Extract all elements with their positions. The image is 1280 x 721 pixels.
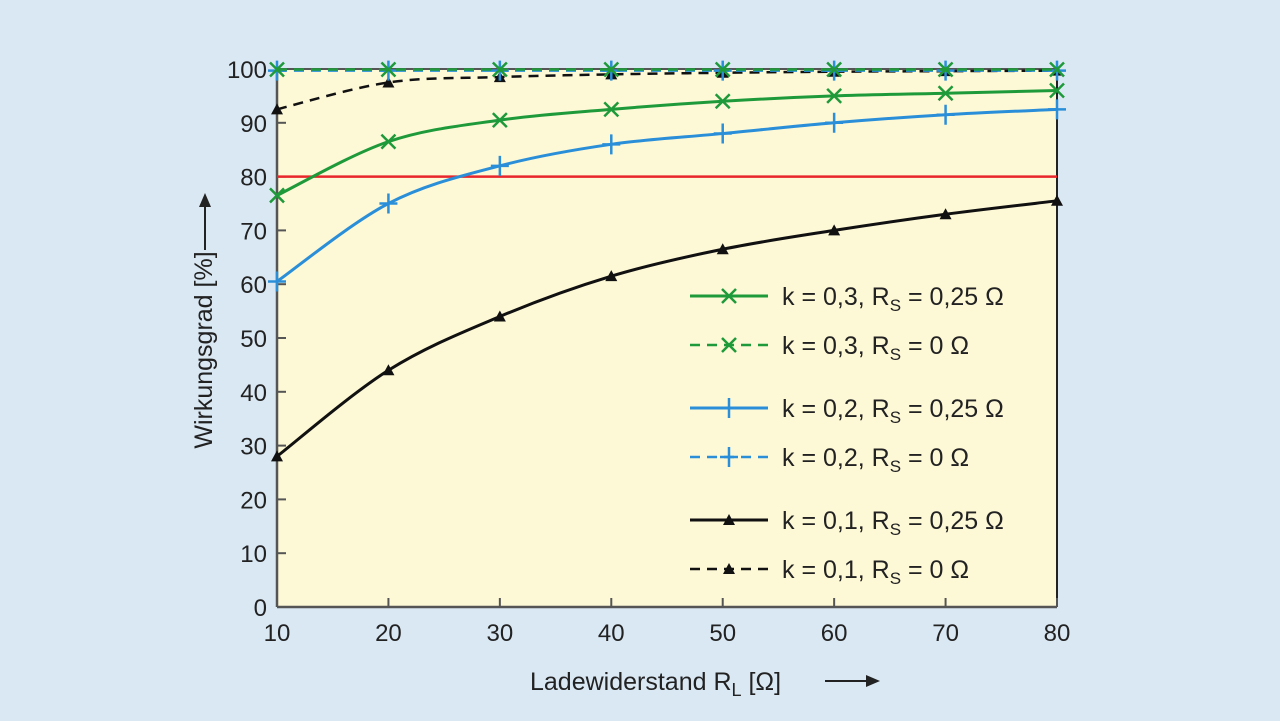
x-tick-label: 70 xyxy=(932,620,959,647)
plus-marker xyxy=(1048,99,1066,120)
x-tick-label: 50 xyxy=(709,620,736,647)
legend-item-5: k = 0,1, RS = 0 Ω xyxy=(690,556,969,588)
series-line xyxy=(276,107,1058,283)
x-marker xyxy=(721,288,737,304)
x-tick-label: 10 xyxy=(264,620,291,647)
legend-label: k = 0,3, RS = 0 Ω xyxy=(782,332,969,364)
x-tick-label: 30 xyxy=(487,620,514,647)
x-marker xyxy=(826,88,843,104)
x-marker xyxy=(714,93,731,110)
y-tick-label: 70 xyxy=(240,218,267,245)
triangle-marker xyxy=(828,224,841,236)
triangle-marker xyxy=(382,364,395,376)
x-marker xyxy=(721,337,737,353)
x-marker xyxy=(937,85,954,102)
x-marker xyxy=(491,61,508,78)
y-axis-label: Wirkungsgrad [%] xyxy=(190,251,218,448)
triangle-marker xyxy=(716,243,729,255)
legend-item-1: k = 0,3, RS = 0 Ω xyxy=(690,332,969,364)
x-tick-label: 80 xyxy=(1044,620,1071,647)
triangle-marker xyxy=(939,208,952,220)
y-tick-label: 10 xyxy=(240,541,267,568)
series-0 xyxy=(269,82,1065,204)
plus-marker xyxy=(936,104,955,125)
x-marker xyxy=(937,61,954,78)
legend-item-0: k = 0,3, RS = 0,25 Ω xyxy=(690,283,1004,315)
x-marker xyxy=(380,133,397,150)
y-tick-label: 60 xyxy=(240,272,267,299)
legend-label: k = 0,1, RS = 0 Ω xyxy=(782,556,969,588)
triangle-marker xyxy=(1051,194,1063,206)
x-tick-label: 20 xyxy=(375,620,402,647)
x-tick-label: 60 xyxy=(821,620,848,647)
triangle-marker xyxy=(493,310,506,322)
legend-item-4: k = 0,1, RS = 0,25 Ω xyxy=(690,507,1004,539)
series-2 xyxy=(268,99,1066,292)
x-marker xyxy=(1049,82,1065,99)
legend-label: k = 0,1, RS = 0,25 Ω xyxy=(782,507,1004,539)
y-tick-label: 20 xyxy=(240,487,267,514)
triangle-marker xyxy=(723,514,735,525)
x-marker xyxy=(1049,61,1065,78)
y-axis-arrowhead xyxy=(199,193,211,207)
x-marker xyxy=(714,61,731,78)
y-tick-label: 40 xyxy=(240,380,267,407)
x-marker xyxy=(826,61,843,78)
legend-label: k = 0,2, RS = 0,25 Ω xyxy=(782,395,1004,427)
y-tick-label: 80 xyxy=(240,165,267,192)
plus-marker xyxy=(379,193,398,214)
series-line xyxy=(276,69,1058,111)
plus-marker xyxy=(720,447,738,467)
plus-marker xyxy=(720,398,738,418)
legend-label: k = 0,3, RS = 0,25 Ω xyxy=(782,283,1004,315)
x-axis-arrowhead xyxy=(866,675,880,687)
y-tick-label: 90 xyxy=(240,111,267,138)
plus-marker xyxy=(713,123,732,144)
legend-item-2: k = 0,2, RS = 0,25 Ω xyxy=(690,395,1004,427)
series-1 xyxy=(269,61,1065,78)
y-tick-label: 50 xyxy=(240,326,267,353)
x-tick-label: 40 xyxy=(598,620,625,647)
x-marker xyxy=(269,187,285,204)
x-marker xyxy=(269,61,285,78)
y-tick-label: 30 xyxy=(240,434,267,461)
x-marker xyxy=(380,61,397,78)
x-marker xyxy=(603,101,620,118)
triangle-marker xyxy=(271,450,283,462)
triangle-marker xyxy=(723,563,735,574)
series-line xyxy=(276,199,1058,458)
plus-marker xyxy=(268,271,286,292)
x-marker xyxy=(491,112,508,128)
plus-marker xyxy=(602,134,621,155)
plus-marker xyxy=(490,155,509,176)
triangle-marker xyxy=(382,76,395,88)
triangle-marker xyxy=(271,103,283,115)
y-tick-label: 0 xyxy=(254,595,267,622)
series-line xyxy=(276,89,1058,197)
legend-item-3: k = 0,2, RS = 0 Ω xyxy=(690,444,969,476)
legend-label: k = 0,2, RS = 0 Ω xyxy=(782,444,969,476)
x-axis-label: Ladewiderstand RL [Ω] xyxy=(530,668,781,700)
plus-marker xyxy=(825,112,844,133)
series-4 xyxy=(271,194,1063,462)
y-tick-label: 100 xyxy=(227,57,267,84)
x-marker xyxy=(603,61,620,78)
plot-area xyxy=(277,69,1057,607)
triangle-marker xyxy=(605,270,618,282)
